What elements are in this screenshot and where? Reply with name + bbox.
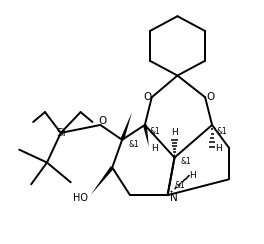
Text: O: O (206, 92, 214, 102)
Text: &1: &1 (149, 127, 160, 136)
Text: Si: Si (56, 128, 66, 138)
Text: H: H (171, 128, 178, 137)
Text: &1: &1 (181, 157, 192, 166)
Text: N: N (170, 193, 177, 203)
Text: &1: &1 (129, 140, 139, 149)
Text: HO: HO (73, 193, 88, 203)
Polygon shape (120, 112, 132, 141)
Polygon shape (143, 125, 149, 147)
Text: &1: &1 (174, 181, 185, 190)
Text: O: O (98, 116, 106, 126)
Text: H: H (216, 144, 222, 153)
Text: H: H (151, 144, 158, 153)
Text: H: H (189, 171, 196, 180)
Text: O: O (144, 92, 152, 102)
Text: &1: &1 (216, 127, 227, 136)
Polygon shape (91, 166, 114, 195)
